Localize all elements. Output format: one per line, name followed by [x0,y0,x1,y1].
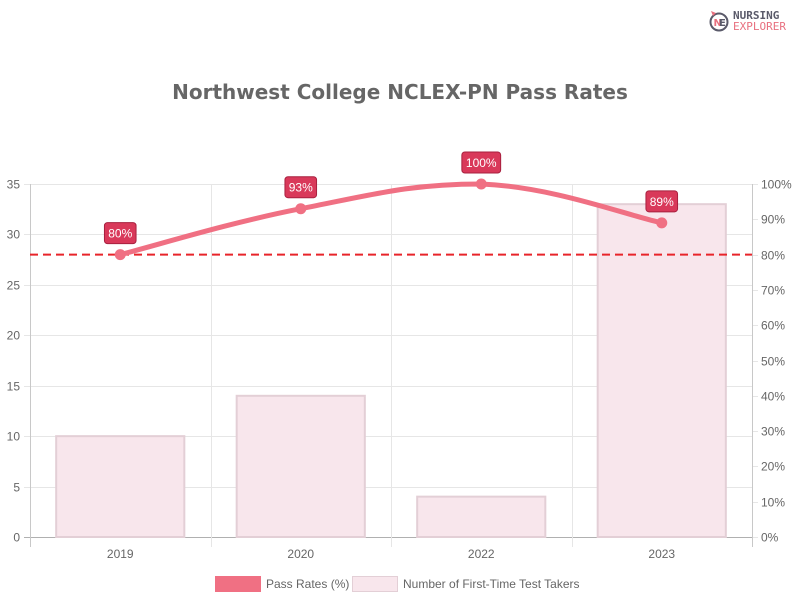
pass-rate-line [117,181,665,258]
y-left-tick-label: 15 [7,380,21,394]
y-right-tick-label: 40% [761,390,785,404]
legend-item-test-takers[interactable]: Number of First-Time Test Takers [352,575,579,593]
pass-rate-point[interactable] [656,217,668,229]
svg-text:89%: 89% [650,195,674,209]
y-left-tick-label: 30 [7,228,21,242]
y-right-tick-label: 80% [761,249,785,263]
bar-2023[interactable] [596,203,727,539]
y-left-tick-label: 10 [7,430,21,444]
y-left-tick-label: 5 [13,481,20,495]
logo-text-explorer: EXPLORER [733,20,786,33]
svg-text:100%: 100% [466,156,497,170]
svg-text:N: N [714,18,722,29]
y-left-tick-label: 25 [7,279,21,293]
y-right-tick-label: 30% [761,425,785,439]
pass-rate-point[interactable] [475,178,487,190]
data-label-2020: 93% [284,176,318,199]
data-label-2022: 100% [461,151,502,174]
y-right-tick-label: 70% [761,284,785,298]
data-label-2019: 80% [103,222,137,245]
legend-item-pass-rates[interactable]: Pass Rates (%) [215,575,349,593]
y-right-tick-label: 10% [761,496,785,510]
legend: Pass Rates (%) Number of First-Time Test… [0,575,800,593]
bar-2020[interactable] [235,394,366,538]
svg-text:80%: 80% [108,227,132,241]
y-right-tick-label: 20% [761,460,785,474]
legend-swatch-pass-rates [215,576,261,592]
y-right-tick-label: 100% [761,178,792,192]
y-right-tick-label: 60% [761,319,785,333]
svg-text:E: E [719,18,726,29]
x-tick-label: 2022 [468,547,495,561]
legend-label: Pass Rates (%) [266,577,350,591]
x-tick-label: 2020 [287,547,314,561]
nursing-explorer-logo: N E NURSING EXPLORER [709,8,794,34]
pass-rate-point[interactable] [295,203,307,215]
legend-swatch-test-takers [352,576,398,592]
bar-2019[interactable] [55,435,186,538]
legend-label: Number of First-Time Test Takers [403,577,580,591]
x-tick-label: 2019 [107,547,134,561]
y-left-tick-label: 35 [7,178,21,192]
y-left-tick-label: 0 [13,531,20,545]
pass-rate-point[interactable] [114,249,126,261]
svg-text:93%: 93% [289,181,313,195]
y-left-tick-label: 20 [7,329,21,343]
nursing-explorer-logo-icon: N E [709,11,729,32]
y-right-tick-label: 50% [761,355,785,369]
data-label-2023: 89% [645,190,679,213]
logo-text-nursing: NURSING [733,9,780,22]
x-tick-label: 2023 [648,547,675,561]
y-right-tick-label: 90% [761,213,785,227]
chart-title: Northwest College NCLEX-PN Pass Rates [172,80,628,104]
bar-2022[interactable] [416,495,547,538]
y-right-tick-label: 0% [761,531,779,545]
